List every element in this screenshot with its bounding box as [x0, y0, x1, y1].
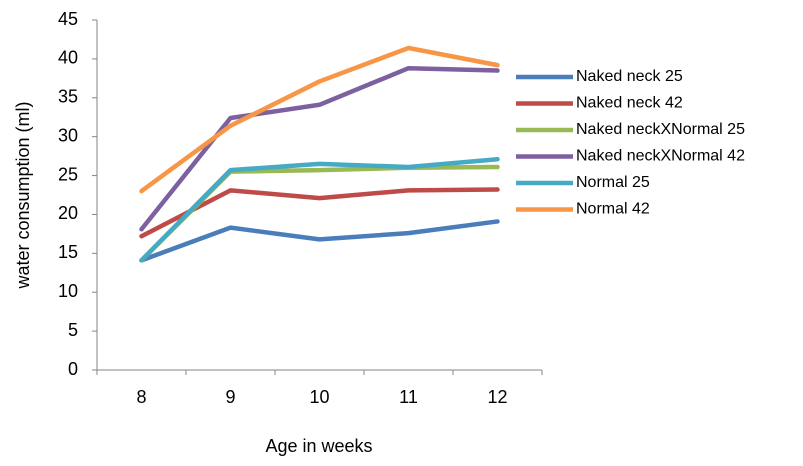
- legend-label: Naked neckXNormal 25: [576, 121, 745, 138]
- y-axis-title: water consumption (ml): [13, 101, 33, 289]
- x-tick-label: 9: [225, 387, 235, 407]
- y-tick-label: 5: [68, 320, 78, 340]
- legend-label: Normal 25: [576, 174, 650, 191]
- series-line: [139, 45, 500, 194]
- series-line: [139, 65, 500, 232]
- y-tick-label: 25: [58, 164, 78, 184]
- x-tick-label: 12: [487, 387, 507, 407]
- series-line: [139, 187, 500, 239]
- y-tick-label: 15: [58, 242, 78, 262]
- y-tick-label: 30: [58, 125, 78, 145]
- y-tick-label: 0: [68, 359, 78, 379]
- series-line: [139, 164, 500, 263]
- y-tick-label: 35: [58, 87, 78, 107]
- y-tick-label: 40: [58, 48, 78, 68]
- y-tick-label: 45: [58, 9, 78, 29]
- legend-label: Normal 42: [576, 201, 650, 218]
- legend-label: Naked neck 42: [576, 95, 683, 112]
- legend-label: Naked neck 25: [576, 68, 683, 85]
- x-tick-label: 10: [309, 387, 329, 407]
- series-line: [139, 219, 500, 263]
- x-axis-title: Age in weeks: [265, 436, 372, 456]
- y-tick-label: 20: [58, 203, 78, 223]
- legend-label: Naked neckXNormal 42: [576, 148, 745, 165]
- x-tick-label: 8: [136, 387, 146, 407]
- y-tick-label: 10: [58, 281, 78, 301]
- x-tick-label: 11: [399, 387, 418, 407]
- series-line: [139, 156, 500, 263]
